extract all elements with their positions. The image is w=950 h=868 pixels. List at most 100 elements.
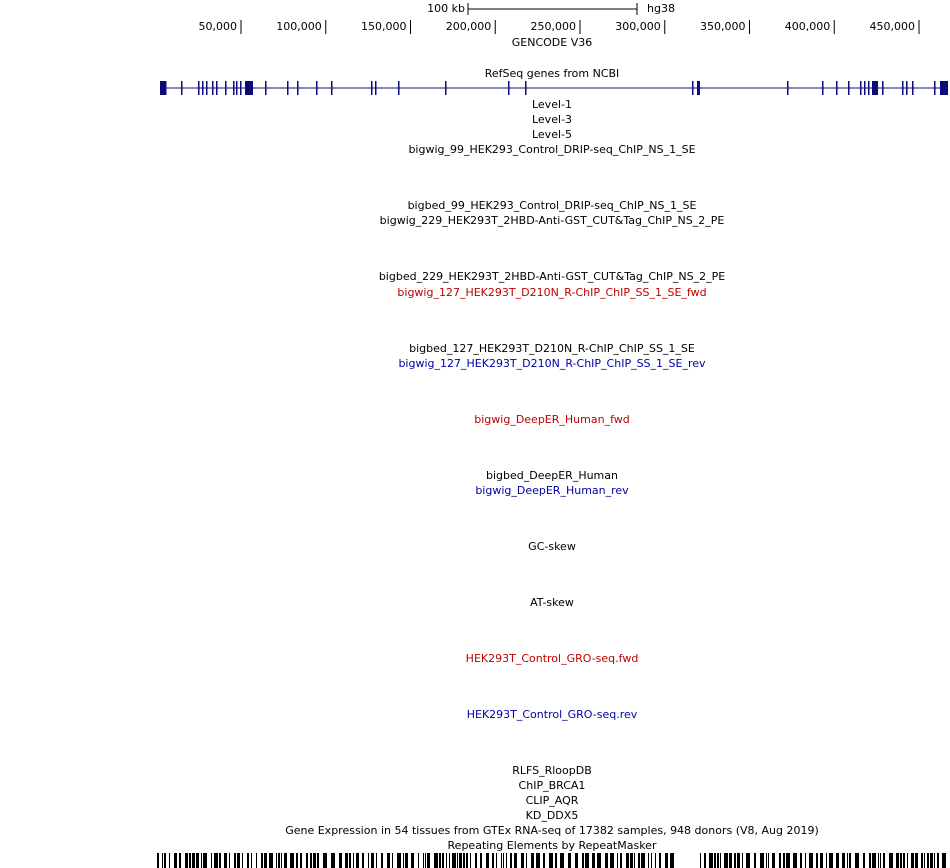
repeat: [760, 853, 764, 868]
repeat: [313, 853, 316, 868]
track-label: bigwig_229_HEK293T_2HBD-Anti-GST_CUT&Tag…: [380, 214, 725, 227]
repeat: [786, 853, 790, 868]
repeat: [470, 853, 471, 868]
repeat: [549, 853, 553, 868]
repeat: [592, 853, 595, 868]
repeat: [234, 853, 236, 868]
repeat: [700, 853, 701, 868]
repeat: [793, 853, 797, 868]
exon: [445, 81, 447, 95]
track-label: GENCODE V36: [512, 36, 592, 49]
repeat: [847, 853, 848, 868]
repeat: [766, 853, 767, 868]
repeat: [800, 853, 802, 868]
repeat: [486, 853, 489, 868]
repeat: [809, 853, 813, 868]
repeat: [842, 853, 845, 868]
repeat: [269, 853, 273, 868]
repeat: [164, 853, 166, 868]
exon: [822, 81, 824, 95]
track-label: HEK293T_Control_GRO-seq.fwd: [466, 652, 639, 665]
repeat: [878, 853, 879, 868]
repeat: [300, 853, 302, 868]
repeat: [261, 853, 263, 868]
repeat: [655, 853, 656, 868]
repeat: [162, 853, 163, 868]
repeat: [575, 853, 578, 868]
repeat: [915, 853, 918, 868]
repeat: [768, 853, 769, 868]
exon: [868, 81, 870, 95]
repeat: [597, 853, 601, 868]
track-label: ChIP_BRCA1: [519, 779, 586, 792]
ruler-label: 350,000: [700, 20, 746, 33]
repeat: [630, 853, 633, 868]
repeat: [648, 853, 649, 868]
exon: [181, 81, 183, 95]
repeat: [872, 853, 876, 868]
repeat: [189, 853, 191, 868]
ruler-label: 200,000: [446, 20, 492, 33]
repeat: [911, 853, 914, 868]
exon: [225, 81, 227, 95]
repeat: [927, 853, 929, 868]
repeat: [889, 853, 893, 868]
exon: [198, 81, 200, 95]
repeat: [883, 853, 885, 868]
track-label: bigbed_99_HEK293_Control_DRIP-seq_ChIP_N…: [408, 199, 697, 212]
repeat: [427, 853, 430, 868]
repeat: [371, 853, 374, 868]
repeat: [501, 853, 502, 868]
exon: [940, 81, 948, 95]
repeat: [237, 853, 240, 868]
repeat: [496, 853, 497, 868]
repeat: [403, 853, 404, 868]
repeat: [829, 853, 833, 868]
repeat: [907, 853, 908, 868]
exon: [912, 81, 914, 95]
repeat: [211, 853, 212, 868]
repeat: [475, 853, 477, 868]
repeat: [582, 853, 584, 868]
repeat: [714, 853, 716, 868]
repeat: [423, 853, 424, 868]
scale-size: 100 kb: [427, 2, 465, 15]
repeat: [742, 853, 743, 868]
repeat: [442, 853, 444, 868]
ruler-label: 300,000: [615, 20, 661, 33]
repeat: [203, 853, 207, 868]
exon: [236, 81, 238, 95]
repeat: [174, 853, 177, 868]
repeat: [924, 853, 925, 868]
ruler-label: 450,000: [870, 20, 916, 33]
repeat: [651, 853, 652, 868]
repeat: [323, 853, 327, 868]
repeat: [634, 853, 635, 868]
repeat: [397, 853, 401, 868]
exon: [882, 81, 884, 95]
repeat-bars: [157, 853, 946, 868]
exon: [160, 81, 166, 95]
exon: [371, 81, 373, 95]
repeat: [921, 853, 923, 868]
ruler-label: 250,000: [531, 20, 577, 33]
repeat: [836, 853, 839, 868]
repeat: [942, 853, 946, 868]
repeat: [459, 853, 462, 868]
assembly: hg38: [647, 2, 675, 15]
repeat: [880, 853, 881, 868]
repeat: [737, 853, 740, 868]
repeat: [214, 853, 218, 868]
repeat: [264, 853, 267, 868]
track-label: bigbed_127_HEK293T_D210N_R-ChIP_ChIP_SS_…: [409, 342, 695, 355]
exon: [240, 81, 242, 95]
track-label: bigwig_DeepER_Human_rev: [475, 484, 629, 497]
repeat: [276, 853, 277, 868]
repeat: [256, 853, 257, 868]
repeat: [290, 853, 294, 868]
repeat: [754, 853, 756, 868]
ruler-label: 100,000: [276, 20, 322, 33]
exon: [216, 81, 218, 95]
repeat: [805, 853, 806, 868]
exon: [265, 81, 267, 95]
